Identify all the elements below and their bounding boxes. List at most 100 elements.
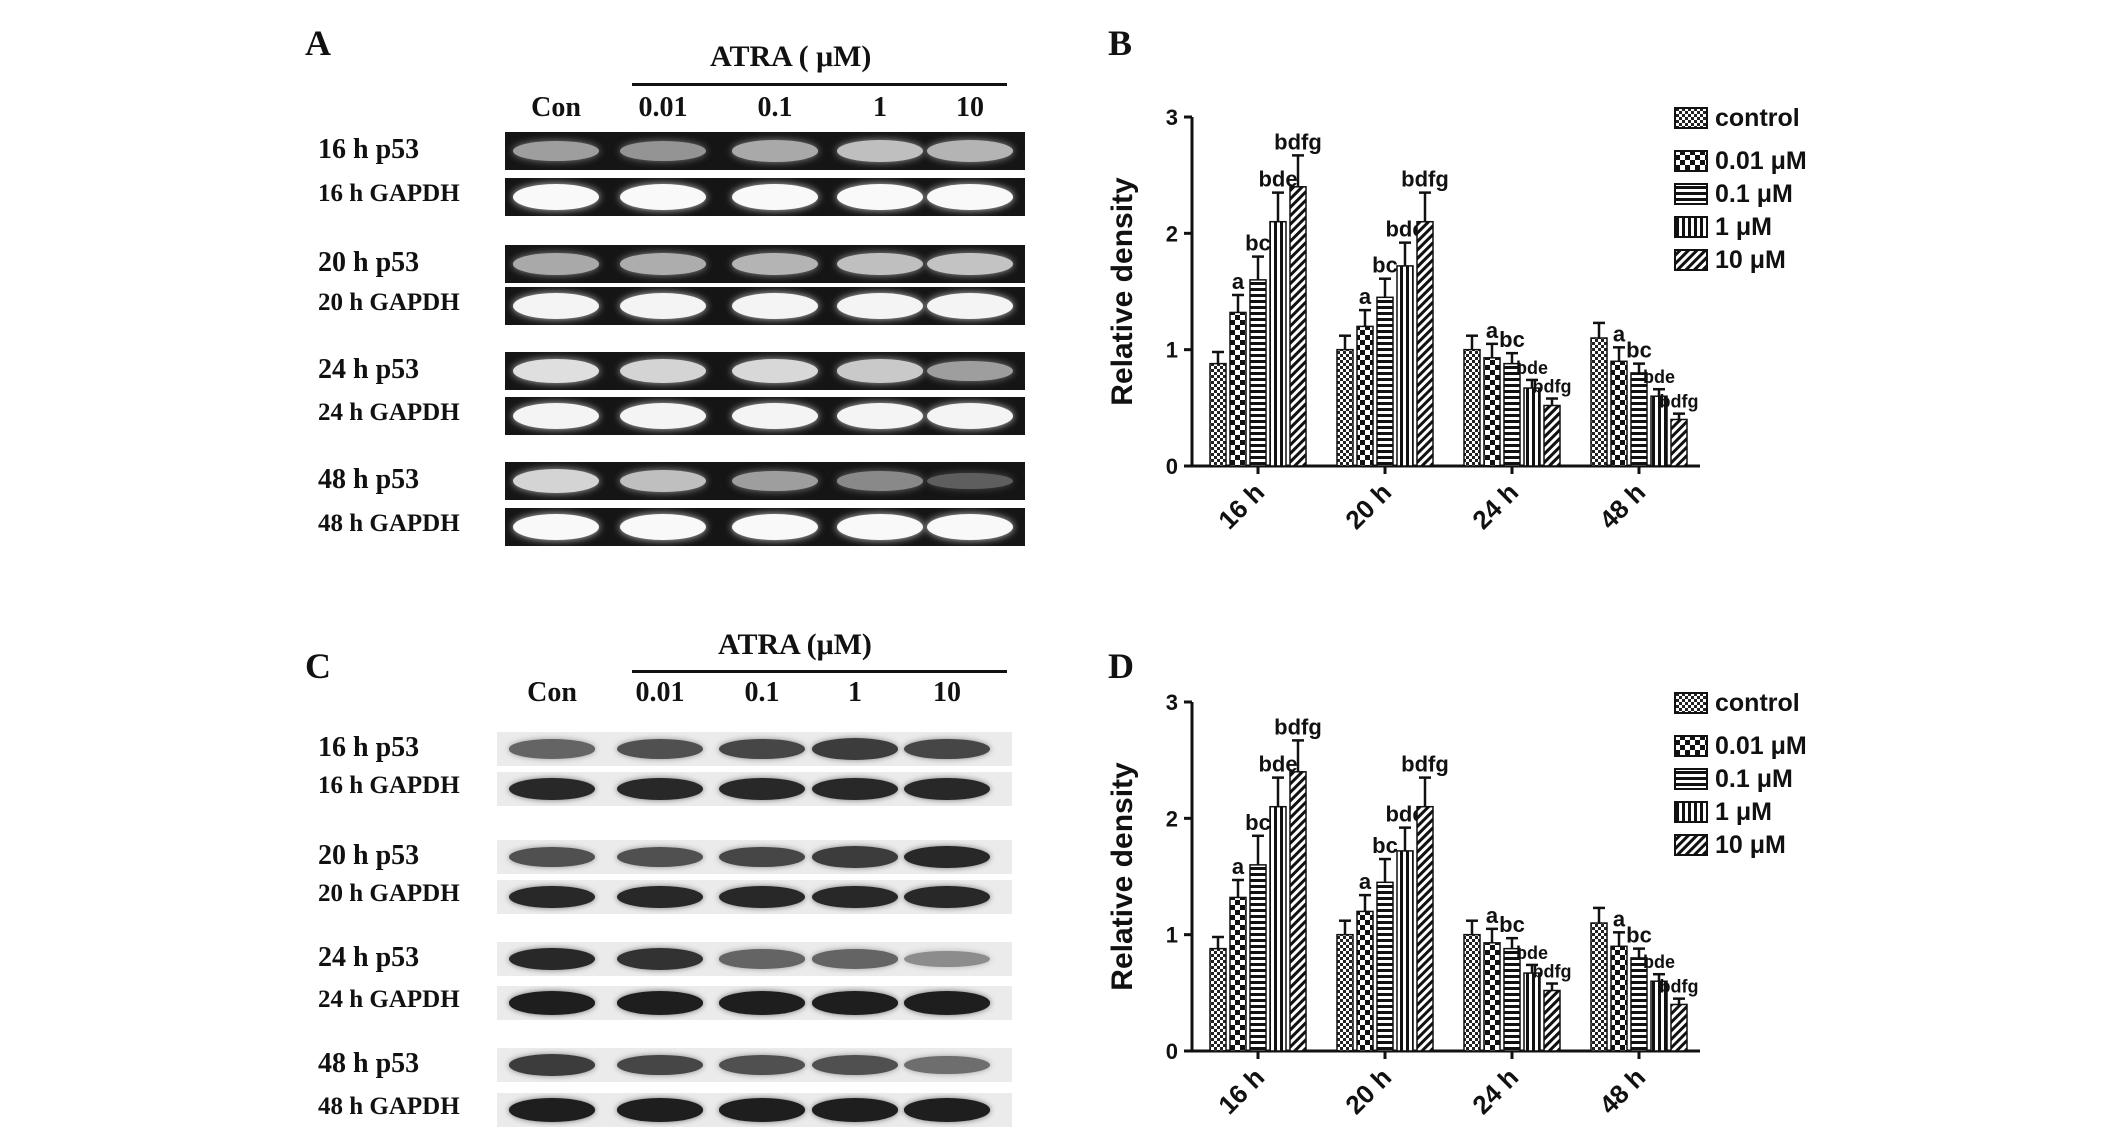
treatment-header-line <box>632 83 1007 86</box>
bar <box>1463 933 1481 1052</box>
legend-swatch <box>1674 150 1708 172</box>
significance-label: bdfg <box>1533 962 1572 982</box>
blot-band <box>719 738 805 760</box>
significance-label: bde <box>1643 367 1675 387</box>
blot-row-label: 16 h GAPDH <box>318 180 460 207</box>
legend-label: 0.01 μM <box>1715 732 1807 760</box>
significance-label: bc <box>1372 833 1398 858</box>
blot-band <box>812 1098 898 1122</box>
bar <box>1249 279 1267 467</box>
bar <box>1289 771 1307 1052</box>
bar <box>1610 360 1628 467</box>
bar <box>1209 947 1227 1052</box>
x-tick-label: 24 h <box>1466 1062 1524 1115</box>
x-tick-label: 20 h <box>1339 477 1397 530</box>
blot-row-label: 20 h GAPDH <box>318 880 460 907</box>
significance-label: bdfg <box>1660 977 1699 997</box>
significance-label: bdfg <box>1274 129 1322 154</box>
blot-row-label: 20 h GAPDH <box>318 289 460 316</box>
blot-band <box>509 947 595 971</box>
blot-band <box>927 360 1013 382</box>
blot-strip <box>505 508 1025 546</box>
bar <box>1483 357 1501 467</box>
blot-band <box>509 1098 595 1122</box>
significance-label: a <box>1613 906 1626 931</box>
bar <box>1289 186 1307 467</box>
blot-band <box>620 403 706 429</box>
bar <box>1249 864 1267 1052</box>
lane-label: 0.1 <box>744 677 780 708</box>
blot-strip <box>505 397 1025 435</box>
panel-letter-a: A <box>305 23 331 63</box>
blot-band <box>620 359 706 383</box>
blot-band <box>837 471 923 491</box>
blot-strip <box>505 462 1025 500</box>
blot-strip <box>497 772 1012 806</box>
blot-band <box>719 1098 805 1122</box>
blot-band <box>719 777 805 801</box>
bar <box>1503 947 1521 1052</box>
blot-band <box>812 949 898 969</box>
panel-letter-d: D <box>1108 646 1134 686</box>
blot-row-label: 24 h GAPDH <box>318 986 460 1013</box>
bar <box>1610 945 1628 1052</box>
blot-band <box>513 183 599 211</box>
blot-band <box>513 469 599 493</box>
blot-band <box>617 1098 703 1122</box>
blot-band <box>904 738 990 760</box>
blot-band <box>927 403 1013 429</box>
blot-band <box>812 777 898 801</box>
lane-label: 10 <box>933 677 961 708</box>
blot-row-label: 48 h p53 <box>318 1048 420 1079</box>
treatment-header: ATRA ( μM) <box>710 40 872 73</box>
blot-band <box>927 140 1013 162</box>
blot-band <box>732 293 818 319</box>
legend-label: 0.01 μM <box>1715 147 1807 175</box>
blot-band <box>927 183 1013 211</box>
blot-band <box>620 253 706 275</box>
blot-band <box>617 777 703 801</box>
blot-band <box>927 472 1013 490</box>
blot-band <box>509 885 595 909</box>
blot-band <box>509 777 595 801</box>
y-tick-label: 2 <box>1166 806 1178 831</box>
legend-label: 10 μM <box>1715 246 1786 274</box>
bar <box>1523 387 1541 467</box>
bar <box>1416 805 1434 1052</box>
bar <box>1209 362 1227 467</box>
blot-band <box>719 991 805 1015</box>
significance-label: bc <box>1499 912 1525 937</box>
legend-swatch <box>1674 834 1708 856</box>
bar <box>1356 910 1374 1052</box>
bar <box>1336 348 1354 467</box>
y-tick-label: 1 <box>1166 923 1178 948</box>
blot-row-label: 24 h GAPDH <box>318 399 460 426</box>
treatment-header: ATRA (μM) <box>718 628 872 661</box>
blot-band <box>509 1054 595 1076</box>
blot-band <box>837 359 923 383</box>
bar <box>1543 989 1561 1052</box>
blot-row-label: 48 h GAPDH <box>318 1093 460 1120</box>
significance-label: bc <box>1372 253 1398 278</box>
bar <box>1376 881 1394 1052</box>
blot-band <box>812 1054 898 1076</box>
y-tick-label: 2 <box>1166 221 1178 246</box>
western-blot-panel-c: ATRA (μM) Con 0.01 0.1 1 10 16 h p53 16 h GAPD… <box>0 0 1100 1127</box>
blot-row-label: 48 h p53 <box>318 464 420 495</box>
blot-row-label: 16 h p53 <box>318 134 420 165</box>
blot-row-label: 48 h GAPDH <box>318 510 460 537</box>
blot-row-label: 24 h p53 <box>318 354 420 385</box>
blot-band <box>837 139 923 163</box>
bar <box>1229 311 1247 467</box>
panel-letter-b: B <box>1108 23 1133 63</box>
treatment-header-line <box>632 670 1007 673</box>
lane-label: 0.01 <box>638 92 688 123</box>
blot-band <box>732 140 818 162</box>
blot-band <box>617 991 703 1015</box>
significance-label: a <box>1232 854 1245 879</box>
significance-label: bdfg <box>1274 714 1322 739</box>
blot-strip <box>497 1048 1012 1082</box>
blot-strip <box>505 178 1025 216</box>
